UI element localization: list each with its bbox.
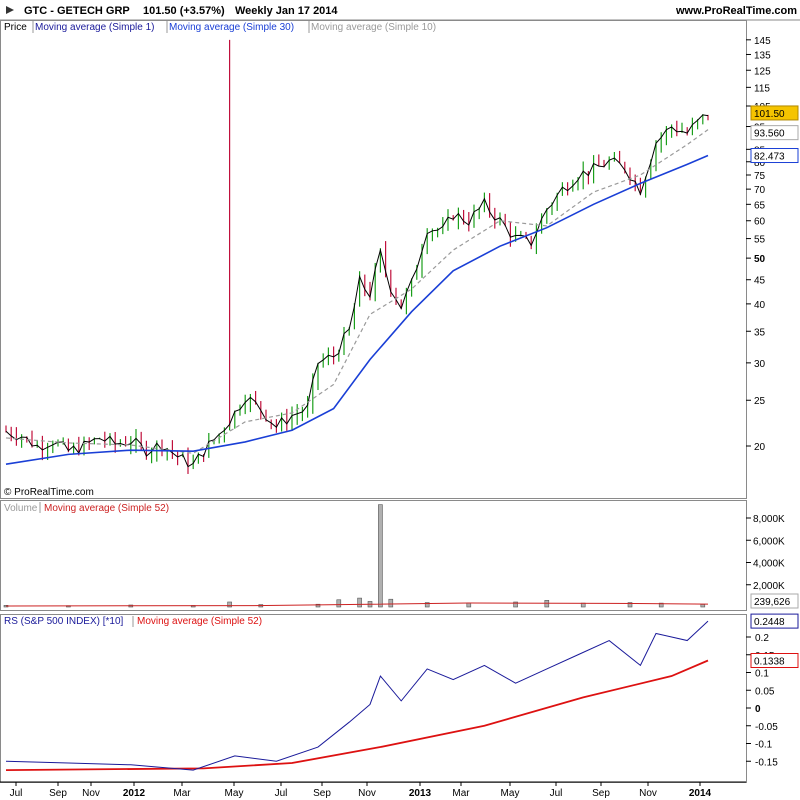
price-legend-1: Moving average (Simple 1) bbox=[35, 22, 155, 33]
price-tick-label: 75 bbox=[754, 171, 766, 182]
price-legend-2: Moving average (Simple 30) bbox=[169, 22, 294, 33]
rs-current-label: 0.2448 bbox=[754, 617, 785, 628]
rs-tick-label: 0.1 bbox=[755, 669, 769, 680]
price-tick-label: 25 bbox=[754, 396, 766, 407]
ma30-current-label: 82.473 bbox=[754, 152, 785, 163]
rs-tick-label: 0.05 bbox=[755, 686, 775, 697]
x-tick-label: Sep bbox=[592, 788, 610, 799]
rs-tick-label: 0 bbox=[755, 704, 761, 715]
ma10-current-label-box bbox=[750, 125, 799, 141]
price-tick-label: 125 bbox=[754, 66, 771, 77]
price-tick-label: 60 bbox=[754, 217, 766, 228]
volume-bar bbox=[700, 604, 706, 608]
rs-legend-1: Moving average (Simple 52) bbox=[137, 616, 262, 627]
x-tick-label: Mar bbox=[452, 788, 470, 799]
x-tick-label: Sep bbox=[313, 788, 331, 799]
rs-ma52-line bbox=[5, 659, 709, 772]
price-close-line bbox=[5, 114, 709, 468]
copyright-text: © ProRealTime.com bbox=[4, 487, 94, 498]
volume-ma52-line bbox=[5, 602, 709, 607]
volume-bar bbox=[227, 601, 232, 608]
last-price-label: 101.50 bbox=[754, 109, 785, 120]
price-tick-label: 145 bbox=[754, 36, 771, 47]
price-tick-label: 40 bbox=[754, 300, 766, 311]
price-tick-label: 65 bbox=[754, 200, 766, 211]
volume-bar bbox=[357, 597, 362, 608]
x-tick-label: Jul bbox=[275, 788, 288, 799]
x-tick-label: 2012 bbox=[123, 788, 146, 799]
x-tick-label: Jul bbox=[550, 788, 563, 799]
volume-panel-frame bbox=[0, 500, 747, 611]
x-tick-label: 2014 bbox=[689, 788, 712, 799]
x-tick-label: May bbox=[501, 788, 520, 799]
price-tick-label: 115 bbox=[754, 83, 770, 94]
header-bar bbox=[0, 0, 800, 20]
volume-current-box bbox=[750, 593, 799, 609]
price-tick-label: 50 bbox=[754, 254, 766, 265]
x-tick-label: Mar bbox=[173, 788, 191, 799]
volume-tick-label: 8,000K bbox=[753, 514, 785, 525]
price-tick-label: 20 bbox=[754, 442, 766, 453]
site-link: www.ProRealTime.com bbox=[675, 5, 797, 17]
price-tick-label: 30 bbox=[754, 359, 766, 370]
price-panel-frame bbox=[0, 20, 747, 499]
volume-bar bbox=[513, 601, 518, 608]
rs-line bbox=[5, 620, 709, 771]
volume-bar bbox=[388, 598, 394, 608]
price-tick-label: 80 bbox=[754, 158, 766, 169]
volume-bar bbox=[627, 602, 633, 608]
rs-tick-label: 0.2 bbox=[755, 633, 769, 644]
x-tick-label: 2013 bbox=[409, 788, 432, 799]
price-tick-label: 70 bbox=[754, 185, 766, 196]
last-change: 101.50 (+3.57%) bbox=[143, 5, 225, 17]
x-tick-label: Nov bbox=[358, 788, 376, 799]
x-tick-label: Sep bbox=[49, 788, 67, 799]
rs-tick-label: -0.15 bbox=[755, 757, 778, 768]
volume-current-label: 239,626 bbox=[754, 597, 791, 608]
price-legend-3: Moving average (Simple 10) bbox=[311, 22, 436, 33]
last-price-label-box bbox=[750, 105, 799, 121]
rs-tick-label: -0.05 bbox=[755, 722, 778, 733]
symbol-title: GTC - GETECH GRP bbox=[24, 5, 130, 17]
rs-panel-frame bbox=[0, 614, 747, 783]
volume-tick-label: 2,000K bbox=[753, 581, 785, 592]
rs-tick-label: -0.1 bbox=[755, 740, 773, 751]
volume-bar bbox=[336, 599, 342, 608]
period-date: Weekly Jan 17 2014 bbox=[235, 5, 338, 17]
ma30-current-label-box bbox=[750, 148, 799, 164]
x-tick-label: Nov bbox=[82, 788, 100, 799]
volume-bar bbox=[424, 602, 430, 608]
volume-tick-label: 4,000K bbox=[753, 559, 785, 570]
x-tick-label: Jul bbox=[10, 788, 23, 799]
price-tick-label: 55 bbox=[754, 235, 766, 246]
ma10-line bbox=[5, 129, 709, 454]
rs-ma-current-box bbox=[750, 653, 799, 669]
ma30-line bbox=[5, 154, 709, 466]
rs-legend-0: RS (S&P 500 INDEX) [*10] bbox=[4, 616, 124, 627]
volume-bar bbox=[378, 504, 383, 608]
price-legend-0: Price bbox=[4, 22, 27, 33]
volume-tick-label: 6,000K bbox=[753, 536, 785, 547]
rs-current-box bbox=[750, 613, 799, 629]
volume-bar bbox=[658, 602, 664, 608]
price-tick-label: 45 bbox=[754, 276, 766, 287]
volume-legend-0: Volume bbox=[4, 503, 38, 514]
rs-ma-current-label: 0.1338 bbox=[754, 657, 785, 668]
price-tick-label: 35 bbox=[754, 327, 766, 338]
ma10-current-label: 93.560 bbox=[754, 129, 785, 140]
volume-legend-1: Moving average (Simple 52) bbox=[44, 503, 169, 514]
volume-bar bbox=[315, 603, 321, 608]
volume-bar bbox=[466, 602, 472, 608]
menu-arrow-icon[interactable] bbox=[6, 6, 14, 14]
x-tick-label: Nov bbox=[639, 788, 657, 799]
x-tick-label: May bbox=[225, 788, 244, 799]
price-tick-label: 135 bbox=[754, 50, 771, 61]
